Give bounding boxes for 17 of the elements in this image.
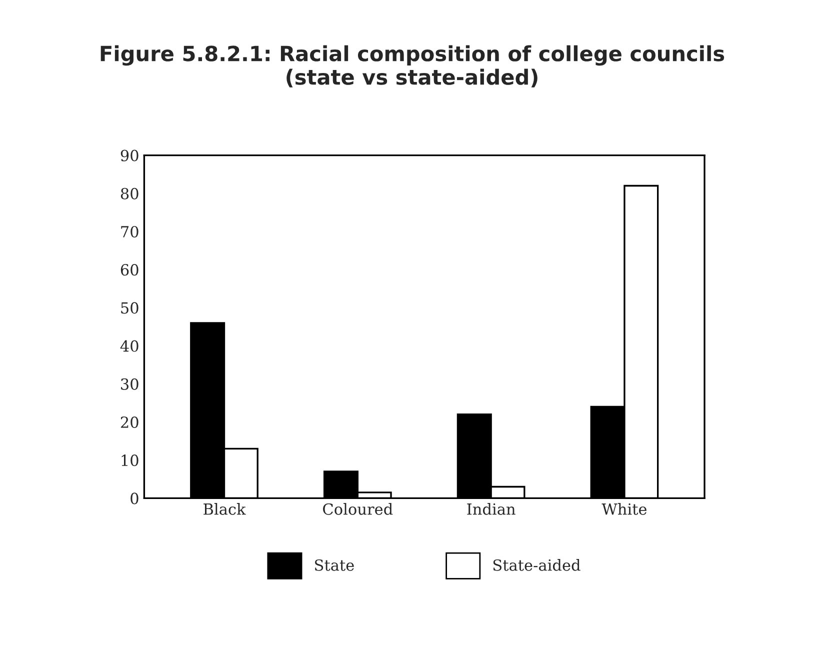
y-tick-label: 50 (121, 302, 138, 314)
legend-label: State-aided (493, 559, 580, 571)
x-tick-label: White (602, 503, 647, 515)
y-tick-label: 60 (120, 264, 138, 276)
y-tick-label: 20 (120, 416, 138, 428)
x-tick-label: Black (204, 503, 246, 515)
x-tick-label: Indian (467, 503, 516, 515)
y-tick-label: 0 (130, 492, 138, 504)
chart-title: Figure 5.8.2.1: Racial composition of college councils (state vs state-aided) (100, 45, 724, 88)
y-tick-label: 80 (120, 188, 138, 200)
y-tick-label: 40 (120, 340, 138, 352)
x-tick-label: Coloured (323, 503, 393, 515)
legend-label: State (315, 559, 354, 571)
y-tick-label: 30 (121, 378, 138, 390)
y-tick-label: 70 (121, 226, 138, 238)
y-tick-label: 90 (120, 150, 138, 162)
y-tick-label: 10 (122, 454, 138, 466)
